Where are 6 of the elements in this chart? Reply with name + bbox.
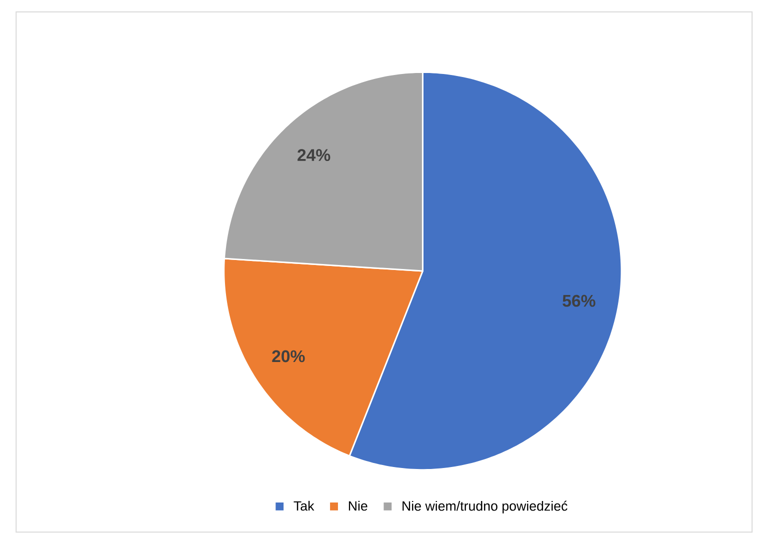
legend-label: Tak bbox=[294, 500, 314, 511]
legend-label: Nie wiem/trudno powiedzieć bbox=[402, 500, 568, 514]
data-label: 20% bbox=[272, 350, 305, 362]
legend-label: Nie bbox=[348, 500, 368, 511]
data-label: 24% bbox=[298, 149, 330, 161]
data-label: 56% bbox=[562, 294, 596, 307]
